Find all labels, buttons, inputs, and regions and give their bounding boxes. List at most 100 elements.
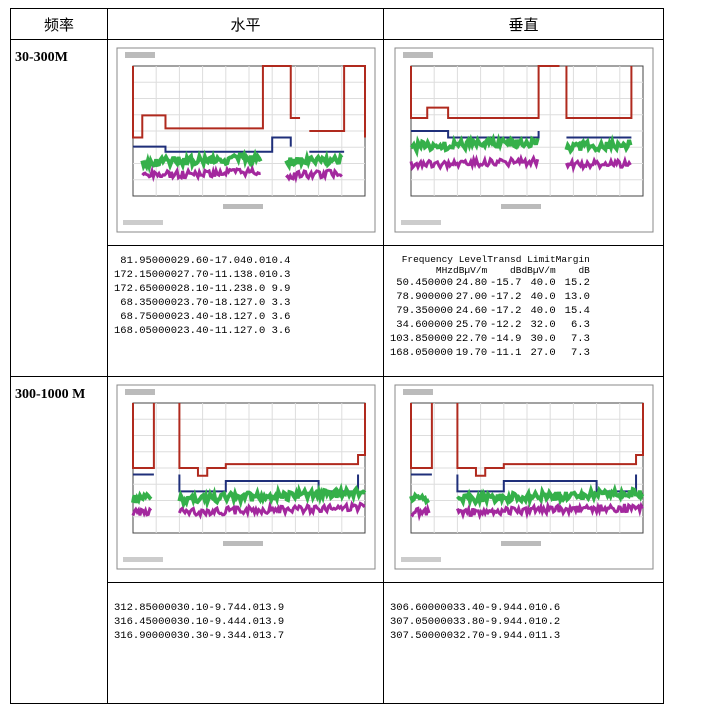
axis-label-box — [222, 541, 263, 546]
plot — [394, 47, 653, 233]
trace — [409, 502, 431, 522]
data-value: 50.450000 — [396, 277, 454, 289]
data-value: -17.2 — [489, 291, 522, 303]
data-value: 28.10 — [177, 283, 209, 295]
data-value: 27.00 — [455, 291, 488, 303]
data-value: 7.3 — [570, 333, 590, 345]
data-row: 168.050000 23.40 -11.1 27.0 3.6 — [114, 324, 290, 338]
data-value: 34.600000 — [396, 319, 454, 331]
data-value: 30.0 — [530, 333, 556, 345]
column-label: dBµV/m — [521, 265, 556, 276]
data-row: 168.050000 19.70 -11.1 27.0 7.3 — [390, 346, 590, 360]
data-value: 9.9 — [271, 283, 291, 295]
data-value: 11.3 — [534, 630, 561, 642]
limit-line — [177, 403, 366, 477]
data-value: 40.0 — [240, 255, 266, 267]
data-value: 79.350000 — [396, 305, 454, 317]
data-value: 33.80 — [453, 616, 485, 628]
limit-line — [132, 136, 292, 153]
data-value: 316.900000 — [114, 630, 178, 642]
limit-line — [409, 65, 559, 119]
limit-line — [308, 65, 366, 138]
data-value: -17.2 — [489, 305, 522, 317]
footer-box — [400, 220, 441, 225]
data-value: 29.60 — [177, 255, 209, 267]
band-cell: 30-300M — [10, 39, 108, 377]
plot-label-box — [124, 389, 155, 395]
limit-line — [455, 403, 644, 477]
data-value: 307.500000 — [390, 630, 454, 642]
data-value: 40.0 — [530, 305, 556, 317]
trace — [140, 164, 261, 183]
plot-label-box — [402, 389, 433, 395]
data-value: 7.3 — [570, 347, 590, 359]
data-value: 27.0 — [240, 311, 266, 323]
data-value: 23.40 — [177, 311, 209, 323]
column-label: dBµV/m — [453, 265, 488, 276]
data-row: 316.900000 30.30 -9.3 44.0 13.7 — [114, 629, 284, 643]
column-label: dB — [510, 265, 522, 276]
plot — [394, 384, 653, 570]
limit-line — [564, 66, 632, 119]
data-cell: 81.950000 29.60 -17.0 40.0 10.4 172.150000 27.… — [107, 245, 384, 377]
header-cell: 水平 — [107, 8, 384, 40]
data-value: 44.0 — [233, 616, 259, 628]
data-table: Frequency Level Transd Limit Margin MHz dBµV/m… — [390, 254, 590, 360]
data-value: 40.0 — [530, 277, 556, 289]
data-row: 68.350000 23.70 -18.1 27.0 3.3 — [114, 296, 290, 310]
data-value: 24.80 — [455, 277, 488, 289]
data-cell: Frequency Level Transd Limit Margin MHz dBµV/m… — [383, 245, 664, 377]
data-value: 68.350000 — [120, 297, 178, 309]
data-value: 10.6 — [534, 602, 561, 614]
trace — [409, 133, 540, 158]
axis-label-box — [500, 541, 541, 546]
data-value: -18.1 — [208, 297, 241, 309]
data-row: 50.450000 24.80 -15.7 40.0 15.2 — [390, 276, 590, 290]
data-value: 33.40 — [453, 602, 485, 614]
column-label: Frequency — [401, 254, 454, 265]
trace — [284, 167, 343, 184]
data-value: 44.0 — [509, 630, 535, 642]
data-value: -11.1 — [208, 325, 241, 337]
data-value: 13.0 — [564, 291, 590, 303]
trace — [455, 500, 644, 521]
data-value: 3.6 — [271, 325, 291, 337]
header-cell: 垂直 — [383, 8, 664, 40]
data-value: 10.4 — [265, 255, 291, 267]
data-row: 172.150000 27.70 -11.1 38.0 10.3 — [114, 268, 290, 282]
data-row: 307.050000 33.80 -9.9 44.0 10.2 — [390, 615, 560, 629]
trace — [409, 153, 539, 173]
limit-line — [131, 65, 300, 139]
data-value: 25.70 — [455, 319, 488, 331]
column-header: Frequency Level Transd Limit Margin — [390, 254, 590, 265]
data-value: 6.3 — [570, 319, 590, 331]
data-value: 23.70 — [177, 297, 209, 309]
data-row: 81.950000 29.60 -17.0 40.0 10.4 — [114, 254, 290, 268]
data-value: 30.10 — [177, 602, 209, 614]
data-value: 22.70 — [455, 333, 488, 345]
column-header: MHz dBµV/m dB dBµV/m dB — [390, 265, 590, 276]
trace — [408, 491, 430, 506]
footer-box — [122, 220, 163, 225]
data-row: 103.850000 22.70 -14.9 30.0 7.3 — [390, 332, 590, 346]
data-cell: 306.600000 33.40 -9.9 44.0 10.6 307.050000 33.… — [383, 582, 664, 704]
data-value: 23.40 — [177, 325, 209, 337]
spec-table: 频率 水平 垂直 30-300M 81.950000 29.60 -17.0 40.0… — [10, 8, 664, 704]
column-label: Margin — [555, 254, 590, 265]
data-value: -9.4 — [208, 616, 234, 628]
data-value: 10.3 — [265, 269, 291, 281]
data-value: -18.1 — [208, 311, 241, 323]
data-row: 68.750000 23.40 -18.1 27.0 3.6 — [114, 310, 290, 324]
trace — [176, 482, 366, 510]
data-value: 44.0 — [233, 602, 259, 614]
limit-line — [409, 403, 433, 469]
axis-label-box — [222, 204, 263, 209]
data-value: 172.650000 — [114, 283, 178, 295]
footer-box — [400, 557, 441, 562]
data-value: -9.9 — [484, 602, 510, 614]
header-row: 频率 水平 垂直 — [10, 8, 664, 40]
data-value: 27.0 — [240, 325, 266, 337]
plot-cell — [383, 39, 664, 246]
data-value: 30.30 — [177, 630, 209, 642]
data-row: 307.500000 32.70 -9.9 44.0 11.3 — [390, 629, 560, 643]
